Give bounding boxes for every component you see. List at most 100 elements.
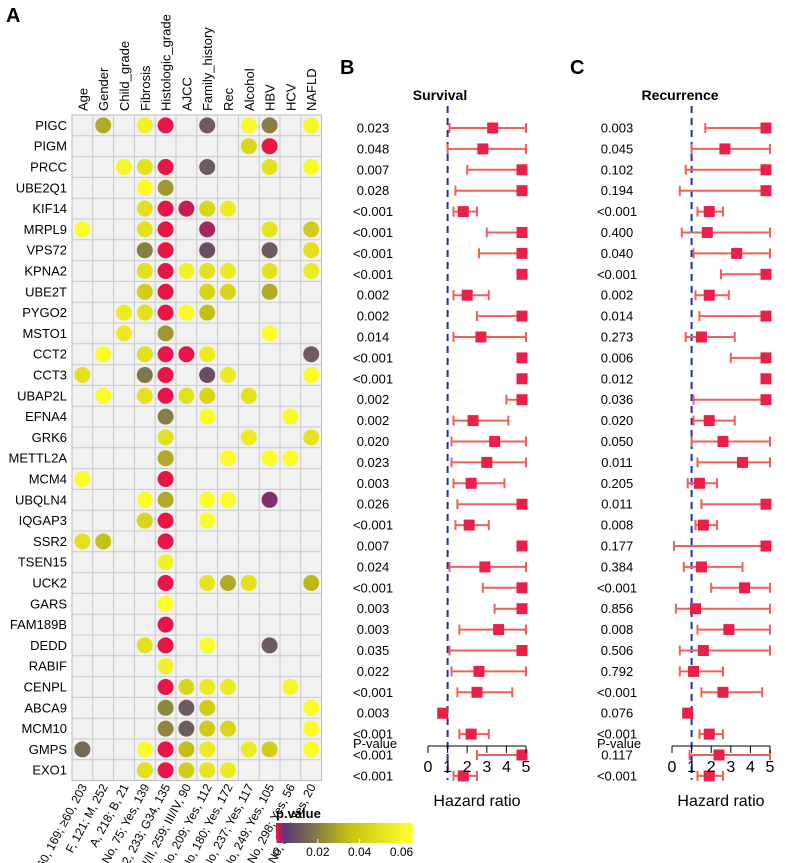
p-value-label: 0.035 [357,643,390,658]
p-value-label: 0.076 [601,706,634,721]
gene-label-vps72: VPS72 [27,243,67,258]
heatmap-dot [199,575,216,591]
hazard-ratio-point [717,686,729,698]
p-value-label: 0.048 [357,141,390,156]
legend-gradient-step [324,823,327,843]
heatmap-dot [95,533,112,550]
heatmap-panel: Age Gender Child_grade Fibrosis Histologic_g… [8,14,323,863]
heatmap-dot [95,387,112,404]
p-value-label: 0.014 [601,309,634,324]
p-value-label: 0.006 [601,350,634,365]
gene-label-fam189b: FAM189B [10,617,67,632]
p-value-label: 0.002 [357,309,390,324]
hazard-ratio-point [739,582,751,594]
heatmap-dot [199,242,216,259]
gene-label-dedd: DEDD [30,638,67,653]
heatmap-dot [261,283,278,300]
gene-label-pygo2: PYGO2 [22,305,67,320]
legend-gradient-step [388,823,391,843]
hazard-ratio-point [737,456,749,468]
heatmap-dot [136,346,153,363]
x-axis-title: Hazard ratio [433,793,520,810]
hazard-ratio-point [695,561,707,573]
gene-label-ssr2: SSR2 [33,534,67,549]
p-value-label: 0.792 [601,664,634,679]
p-value-label: 0.040 [601,246,634,261]
heatmap-dot [178,263,195,279]
heatmap-dot [178,762,195,779]
heatmap-dot [199,283,216,300]
legend-gradient-step [290,823,293,843]
heatmap-dot [136,179,153,196]
heatmap-dot [136,762,153,779]
hazard-ratio-point [703,289,715,301]
p-value-label: <0.001 [597,204,637,219]
heatmap-dot [199,159,216,175]
p-value-label: 0.002 [357,413,390,428]
heatmap-dot [240,741,257,758]
gene-label-mcm10: MCM10 [21,721,67,736]
heatmap-dot [116,159,132,175]
p-value-label: <0.001 [353,768,393,783]
legend-tick-label: 0.04 [348,845,372,859]
legend-gradient-step [338,823,341,843]
p-value-label: <0.001 [597,727,637,742]
p-value-label: 0.011 [601,455,633,470]
legend-gradient-step [360,823,363,843]
p-value-label: <0.001 [353,371,393,386]
p-value-label: <0.001 [353,350,393,365]
forest-title: Recurrence [641,87,718,103]
p-value-label: <0.001 [353,580,393,595]
legend-gradient-step [320,823,323,843]
hazard-ratio-point [489,436,501,447]
heatmap-dot [199,117,216,134]
legend-gradient-step [370,823,373,843]
legend-gradient-step [314,823,317,843]
p-value-label: <0.001 [353,225,393,240]
heatmap-dot [220,575,236,591]
p-value-label: 0.003 [601,121,634,136]
heatmap-dot [199,512,216,529]
hazard-ratio-point [481,456,493,468]
p-value-label: 0.177 [601,539,634,554]
hazard-ratio-point [516,268,528,280]
hazard-ratio-point [760,310,772,322]
x-axis-tick-label: 5 [522,759,531,776]
heatmap-dot [136,159,153,175]
hazard-ratio-point [477,143,489,155]
gene-label-tsen15: TSEN15 [18,555,67,570]
p-value-label: <0.001 [597,685,637,700]
p-value-label: 0.003 [357,622,390,637]
heatmap-dot [220,367,236,383]
legend-gradient-step [382,823,385,843]
gene-label-kif14: KIF14 [32,201,67,216]
legend-gradient-step [374,823,377,843]
x-axis-tick-label: 2 [463,759,472,776]
survival-forest-plot: Survival 0.023 0.048 0.007 0.028 <0.001 <0.001… [353,87,531,810]
heatmap-dot [199,720,216,737]
p-value-label: 0.036 [601,392,634,407]
legend-gradient-step [398,823,401,843]
hazard-ratio-point [463,519,475,531]
legend-gradient-step [296,823,299,843]
heatmap-dot [157,575,174,591]
heatmap-dot [74,533,91,550]
heatmap-dot [157,450,174,467]
legend-gradient-step [316,823,319,843]
legend-tick-label: 0.02 [306,845,330,859]
p-value-label: 0.007 [357,539,390,554]
heatmap-dot [157,595,174,612]
legend-gradient-step [298,823,301,843]
legend-gradient-step [354,823,357,843]
legend-gradient-step [340,823,343,843]
hazard-ratio-point [760,352,772,364]
legend-gradient-step [302,823,305,843]
heatmap-dot [157,159,174,175]
column-label-hcv: HCV [283,83,298,111]
heatmap-dot [199,367,216,383]
hazard-ratio-point [516,247,528,259]
hazard-ratio-point [703,415,715,427]
hazard-ratio-point [760,122,772,134]
hazard-ratio-point [760,185,772,197]
heatmap-dot [178,304,195,321]
